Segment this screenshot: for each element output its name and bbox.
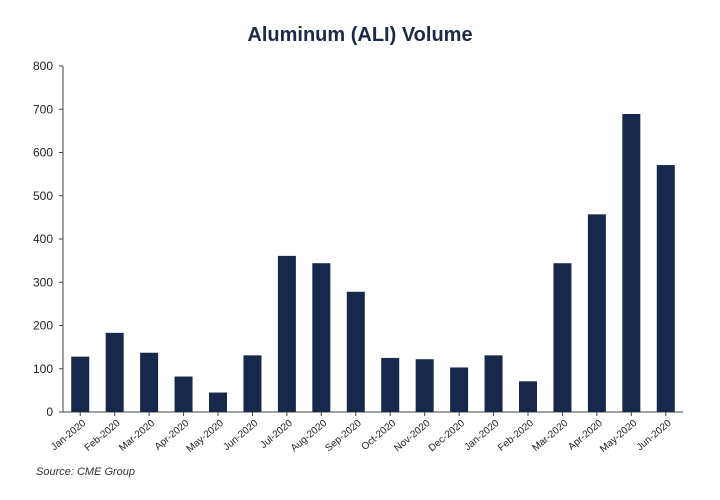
bar xyxy=(71,356,90,412)
x-tick-label: Jun-2020 xyxy=(221,418,260,454)
bar xyxy=(622,114,641,412)
y-tick-label: 400 xyxy=(33,232,53,246)
bar xyxy=(553,263,572,412)
x-tick-label: Mar-2020 xyxy=(531,418,571,454)
x-tick-label: Jan-2020 xyxy=(462,418,501,454)
x-tick-label: Nov-2020 xyxy=(392,418,433,455)
y-tick-label: 100 xyxy=(33,362,53,376)
x-tick-label: Jun-2020 xyxy=(635,418,674,454)
bar xyxy=(381,357,400,412)
source-note: Source: CME Group xyxy=(36,466,136,478)
x-tick-label: Feb-2020 xyxy=(83,418,123,454)
bar xyxy=(277,255,296,412)
bar xyxy=(174,376,193,412)
y-tick-label: 0 xyxy=(46,405,53,419)
bar xyxy=(415,359,434,412)
x-tick-label: May-2020 xyxy=(185,418,226,455)
bar xyxy=(587,214,606,412)
y-tick-label: 300 xyxy=(33,275,53,289)
bar xyxy=(484,355,503,412)
x-tick-label: Dec-2020 xyxy=(427,418,468,455)
bar xyxy=(656,165,675,412)
y-tick-label: 500 xyxy=(33,189,53,203)
chart-title: Aluminum (ALI) Volume xyxy=(247,24,473,46)
y-tick-label: 800 xyxy=(33,59,53,73)
y-tick-label: 600 xyxy=(33,146,53,160)
bar xyxy=(450,367,469,412)
y-tick-label: 700 xyxy=(33,102,53,116)
x-tick-label: Jan-2020 xyxy=(49,418,88,454)
bar xyxy=(140,352,159,412)
x-tick-label: Feb-2020 xyxy=(496,418,536,454)
bar xyxy=(312,263,331,412)
bar xyxy=(209,392,227,412)
bar xyxy=(243,355,262,412)
bar xyxy=(346,291,365,412)
x-tick-label: Sep-2020 xyxy=(323,418,364,455)
bar xyxy=(519,381,537,412)
x-tick-label: Aug-2020 xyxy=(289,418,330,455)
x-tick-label: Mar-2020 xyxy=(117,418,157,454)
y-tick-label: 200 xyxy=(33,319,53,333)
x-tick-label: May-2020 xyxy=(598,418,639,455)
bar xyxy=(105,332,124,412)
